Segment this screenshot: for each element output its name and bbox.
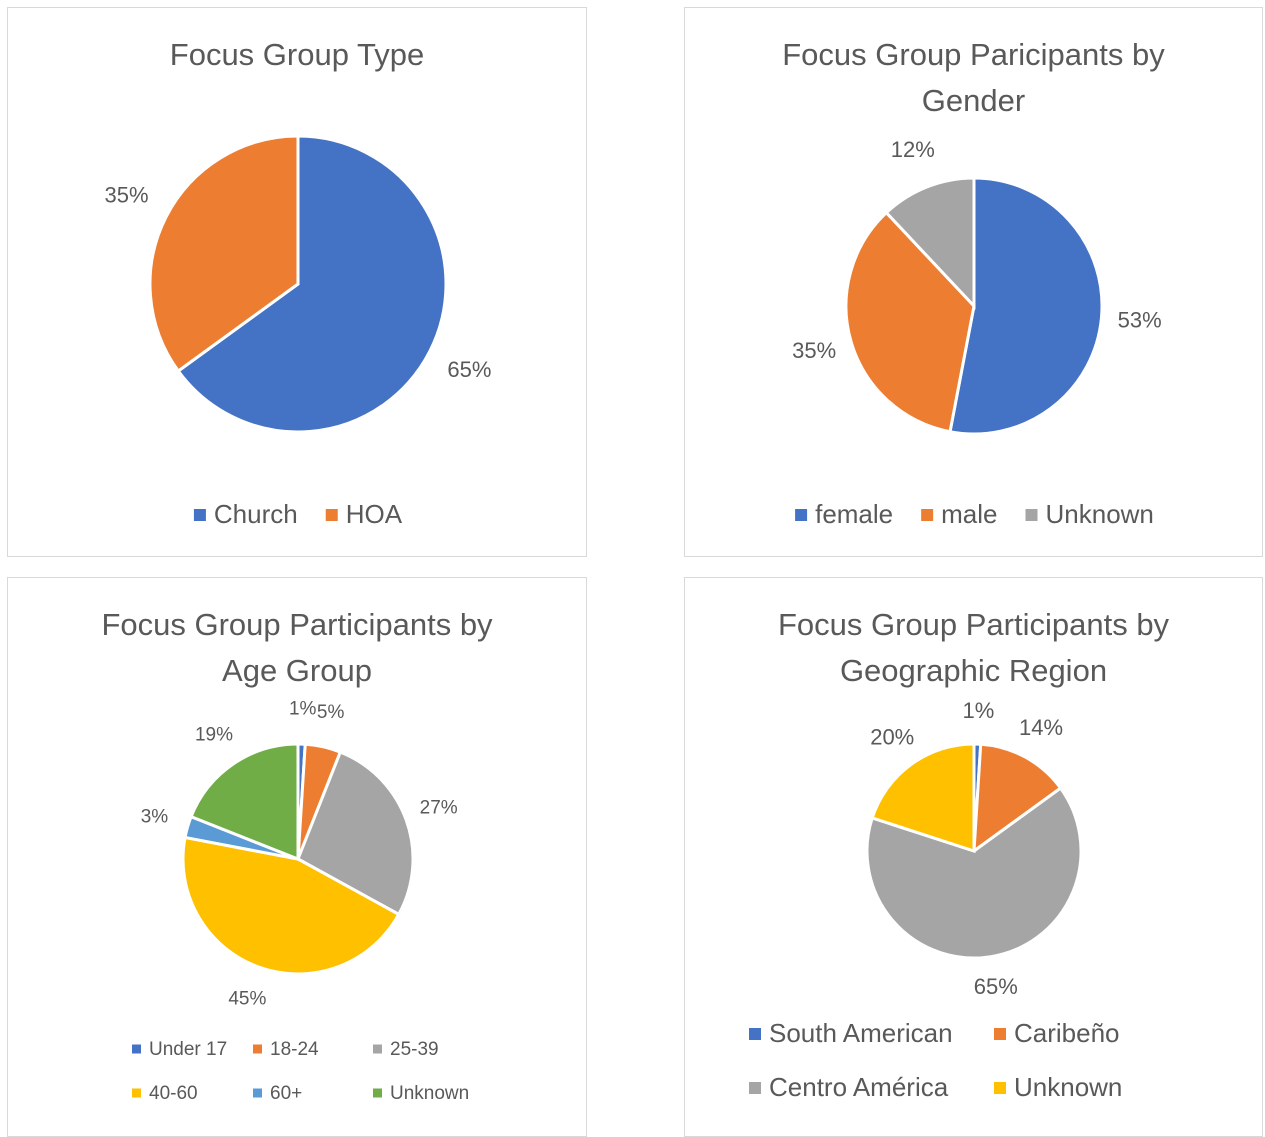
data-label: 20% [870, 724, 914, 749]
data-label: 35% [792, 338, 836, 363]
legend-label: Caribeño [1014, 1018, 1120, 1048]
legend-marker [325, 509, 338, 521]
pie-slice [189, 742, 300, 862]
data-label: 3% [141, 806, 169, 827]
legend-marker [193, 509, 206, 521]
legend-marker [795, 509, 808, 521]
legend-marker [132, 1044, 141, 1054]
legend-label: 40-60 [149, 1083, 198, 1104]
legend-marker [373, 1088, 382, 1098]
legend-marker [1025, 509, 1038, 521]
legend-label: female [815, 499, 893, 529]
legend-label: male [941, 499, 997, 529]
chart: 1% 14% 65% 20% South American Caribeño Centro … [749, 698, 1122, 1102]
chart: 1% 5% 27% 45% 3% 19% Under 17 18-24 25-39 40-60 60… [132, 699, 469, 1104]
legend-label: 25-39 [390, 1039, 439, 1060]
data-label: 45% [228, 989, 266, 1010]
legend-label: 60+ [270, 1083, 302, 1104]
chart: 65% 35% Church HOA [105, 134, 491, 529]
pie-slice [176, 134, 448, 434]
pie-slice [148, 134, 300, 374]
legend-label: Centro América [769, 1072, 949, 1102]
legend-label: 18-24 [270, 1039, 319, 1060]
pie-slice [865, 786, 1083, 960]
legend-label: Church [214, 499, 298, 529]
legend-marker [253, 1044, 262, 1054]
chart: 53% 35% 12% female male Unknown [792, 137, 1162, 529]
legend-marker [253, 1088, 262, 1098]
legend-marker [749, 1082, 761, 1094]
data-label: 14% [1019, 715, 1063, 740]
legend-marker [921, 509, 934, 521]
data-label: 65% [974, 974, 1018, 999]
pie-slice [181, 835, 401, 976]
legend-marker [132, 1088, 141, 1098]
data-label: 1% [962, 698, 994, 723]
data-label: 1% [289, 699, 317, 720]
chart-title: Focus Group Participants by Age Group [101, 607, 493, 688]
legend-label: Under 17 [149, 1039, 227, 1060]
pie-slice [844, 210, 976, 434]
pie-slice [948, 176, 1104, 436]
data-label: 19% [195, 724, 233, 745]
chart-panel: Focus Group Participants by Geographic R… [684, 577, 1263, 1137]
legend-label: Unknown [390, 1083, 469, 1104]
legend-label: HOA [346, 499, 403, 529]
pie-slice [870, 742, 976, 854]
chart-panel: Focus Group Participants by Age Group 1% 5… [7, 577, 587, 1137]
legend-label: South American [769, 1018, 953, 1048]
data-label: 35% [105, 182, 149, 207]
legend-label: Unknown [1046, 499, 1154, 529]
legend-marker [994, 1082, 1006, 1094]
legend-label: Unknown [1014, 1072, 1122, 1102]
chart-title: Focus Group Participants by Geographic R… [777, 607, 1170, 688]
chart-title: Focus Group Paricipants by Gender [782, 37, 1165, 118]
chart-panel: Focus Group Type 65% 35% Church HOA [7, 7, 587, 557]
chart-panel: Focus Group Paricipants by Gender 53% 35% 1… [684, 7, 1263, 557]
data-label: 5% [317, 702, 345, 723]
legend-marker [373, 1044, 382, 1054]
data-label: 53% [1118, 307, 1162, 332]
legend-marker [994, 1028, 1006, 1040]
chart-title: Focus Group Type [169, 37, 425, 72]
pie-slice [972, 742, 1063, 855]
data-label: 65% [447, 357, 491, 382]
legend-marker [749, 1028, 761, 1040]
pie-slice [884, 176, 976, 310]
data-label: 12% [891, 137, 935, 162]
data-label: 27% [420, 797, 458, 818]
